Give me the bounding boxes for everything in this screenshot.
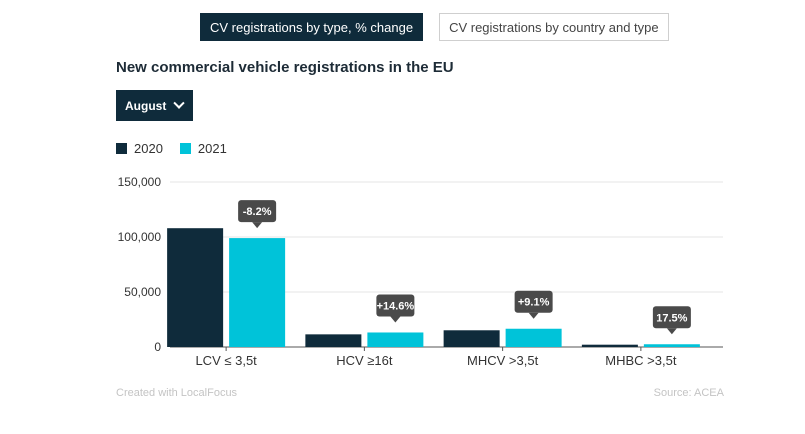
bar-2020[interactable]: [305, 334, 362, 347]
chart-legend: 2020 2021: [116, 141, 244, 156]
bar-2021[interactable]: [229, 238, 286, 347]
bar-2021[interactable]: [505, 328, 562, 347]
x-tick-label: HCV ≥16t: [336, 353, 393, 368]
change-label-box: [514, 290, 553, 313]
chart-title: New commercial vehicle registrations in …: [116, 59, 454, 76]
bar-2020[interactable]: [167, 228, 224, 347]
y-tick-label: 100,000: [118, 230, 162, 244]
change-label-pointer: [666, 328, 677, 335]
change-label-pointer: [528, 312, 539, 319]
legend-swatch-2020: [116, 143, 127, 154]
change-label-box: [376, 294, 415, 317]
x-tick-label: MHCV >3,5t: [467, 353, 539, 368]
legend-item-2020[interactable]: 2020: [116, 141, 163, 156]
legend-label-2021: 2021: [197, 141, 227, 156]
change-label-pointer: [390, 316, 401, 323]
change-label: +14.6%: [377, 300, 415, 312]
month-dropdown-label: August: [125, 98, 167, 113]
y-tick-label: 50,000: [124, 285, 161, 299]
bar-2020[interactable]: [581, 344, 638, 347]
footer-credit: Created with LocalFocus: [116, 387, 238, 399]
x-tick-label: LCV ≤ 3,5t: [195, 353, 257, 368]
tab-cv-by-type[interactable]: CV registrations by type, % change: [200, 13, 424, 41]
change-label-pointer: [252, 222, 263, 229]
bar-2020[interactable]: [443, 330, 500, 347]
footer-source: Source: ACEA: [653, 387, 724, 399]
chart-tabs: CV registrations by type, % change CV re…: [200, 13, 669, 41]
change-label: +9.1%: [518, 297, 550, 309]
change-label-box: [238, 200, 277, 223]
bar-2021[interactable]: [643, 344, 700, 347]
tab-cv-by-country[interactable]: CV registrations by country and type: [439, 13, 669, 41]
legend-swatch-2021: [179, 143, 191, 154]
change-label: 17.5%: [656, 312, 687, 324]
legend-item-2021[interactable]: 2021: [179, 141, 227, 156]
legend-label-2020: 2020: [134, 141, 163, 156]
change-label: -8.2%: [243, 206, 272, 218]
month-dropdown[interactable]: August: [116, 90, 193, 121]
change-label-box: [652, 306, 691, 329]
y-tick-label: 0: [154, 340, 161, 354]
y-tick-label: 150,000: [118, 175, 162, 189]
x-tick-label: MHBC >3,5t: [605, 353, 677, 368]
bar-2021[interactable]: [367, 332, 424, 347]
